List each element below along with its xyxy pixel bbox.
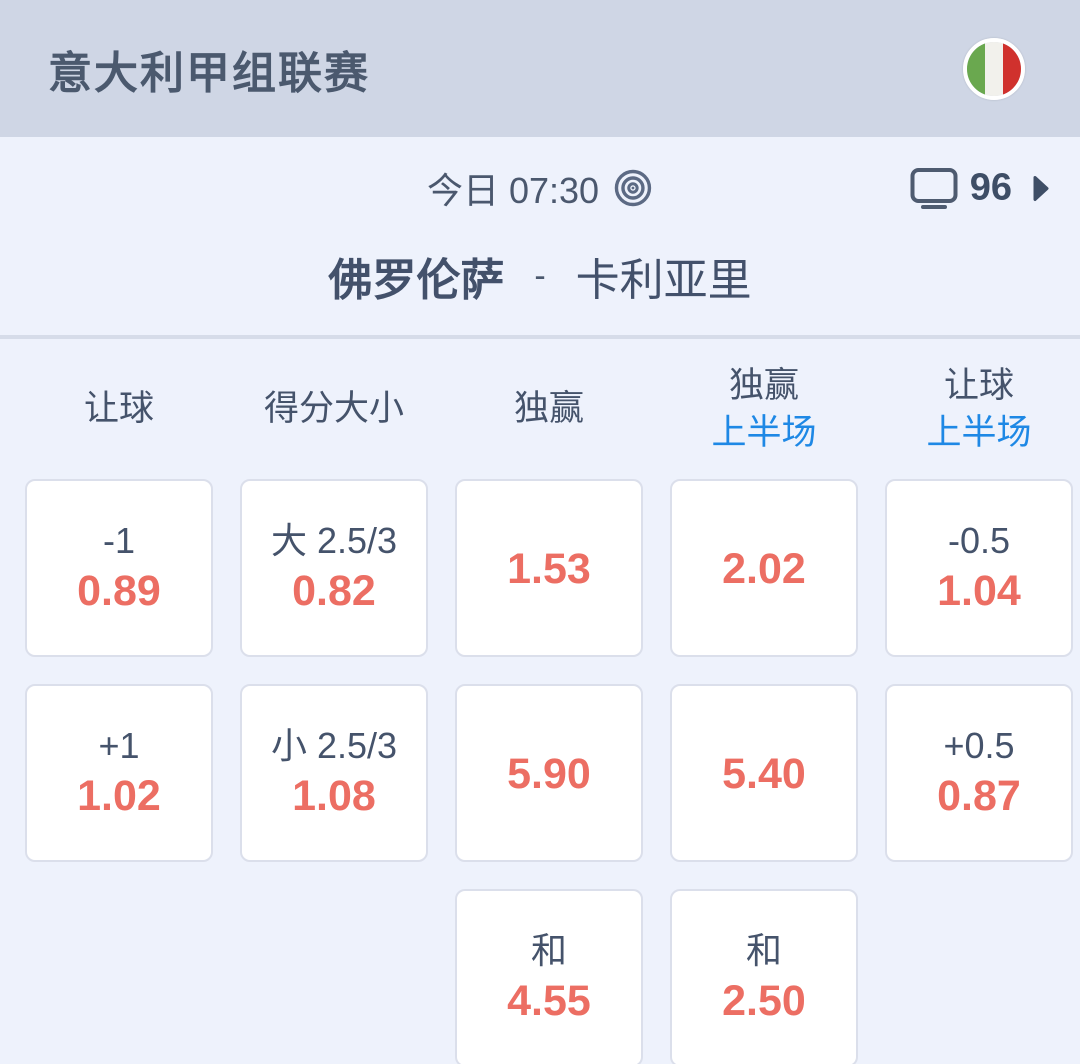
odds-line: -0.5: [947, 519, 1011, 561]
odds-line: 大 2.5/3: [270, 519, 398, 561]
league-title: 意大利甲组联赛: [48, 48, 370, 98]
odds-value: 5.40: [722, 750, 806, 799]
odds-value: 5.90: [507, 750, 591, 799]
markets-count: 96: [969, 166, 1012, 209]
odds-cell-draw-first-half[interactable]: 和 2.50: [670, 889, 858, 1064]
odds-cell-draw[interactable]: 和 4.55: [455, 889, 643, 1064]
column-header-moneyline-first-half: 独赢 上半场: [670, 357, 858, 461]
odds-grid: -1 0.89 大 2.5/3 0.82 1.53 2.02 -0.5 1.04…: [25, 479, 1073, 1064]
odds-value: 0.89: [77, 566, 161, 615]
away-team-name: 卡利亚里: [575, 256, 752, 305]
odds-cell-under[interactable]: 小 2.5/3 1.08: [240, 684, 428, 862]
odds-cell-handicap-away-first-half[interactable]: +0.5 0.87: [885, 684, 1073, 862]
odds-value: 1.02: [77, 771, 161, 820]
matchup-row: 佛罗伦萨 - 卡利亚里: [0, 239, 1080, 313]
column-header-handicap: 让球: [25, 357, 213, 461]
odds-cell-away-win-first-half[interactable]: 5.40: [670, 684, 858, 862]
flag-stripe-white: [985, 41, 1003, 96]
match-time: 今日 07:30: [426, 170, 600, 211]
column-sublabel: 上半场: [926, 413, 1032, 452]
column-label: 独赢: [728, 365, 799, 405]
odds-value: 2.50: [722, 976, 806, 1025]
odds-line: +1: [98, 724, 140, 766]
odds-value: 2.02: [722, 545, 806, 594]
odds-line: 小 2.5/3: [270, 724, 398, 766]
section-divider: [0, 335, 1080, 339]
markets-count-button[interactable]: 96: [910, 167, 1050, 210]
odds-column-headers: 让球 得分大小 独赢 独赢 上半场 让球 上半场: [25, 357, 1055, 461]
odds-line: +0.5: [943, 724, 1015, 766]
column-label: 让球: [83, 389, 154, 429]
column-header-handicap-first-half: 让球 上半场: [885, 357, 1073, 461]
flag-stripe-red: [1002, 41, 1021, 96]
tv-icon: [910, 167, 958, 209]
odds-value: 1.08: [292, 771, 376, 820]
odds-line: 和: [530, 929, 567, 971]
odds-cell-handicap-home[interactable]: -1 0.89: [25, 479, 213, 657]
odds-value: 0.82: [292, 566, 376, 615]
odds-line: 和: [745, 929, 782, 971]
bullseye-icon[interactable]: [613, 168, 653, 208]
odds-line: -1: [102, 519, 135, 561]
column-label: 让球: [943, 365, 1014, 405]
match-time-row: 今日 07:30 96: [0, 137, 1080, 239]
column-header-moneyline: 独赢: [455, 357, 643, 461]
chevron-right-icon: [1033, 175, 1049, 201]
odds-cell-over[interactable]: 大 2.5/3 0.82: [240, 479, 428, 657]
team-separator: -: [534, 256, 546, 295]
column-header-over-under: 得分大小: [240, 357, 428, 461]
column-label: 独赢: [513, 389, 584, 429]
league-header: 意大利甲组联赛: [0, 0, 1080, 137]
italy-flag-icon: [963, 37, 1025, 100]
odds-cell-home-win[interactable]: 1.53: [455, 479, 643, 657]
column-sublabel: 上半场: [711, 413, 817, 452]
odds-value: 1.53: [507, 545, 591, 594]
odds-value: 4.55: [507, 976, 591, 1025]
odds-cell-handicap-home-first-half[interactable]: -0.5 1.04: [885, 479, 1073, 657]
odds-cell-home-win-first-half[interactable]: 2.02: [670, 479, 858, 657]
home-team-name: 佛罗伦萨: [328, 256, 505, 305]
odds-value: 1.04: [937, 566, 1021, 615]
flag-stripe-green: [967, 41, 986, 96]
odds-section: 让球 得分大小 独赢 独赢 上半场 让球 上半场 -1 0.89 大 2.5/3…: [0, 357, 1080, 1064]
odds-cell-handicap-away[interactable]: +1 1.02: [25, 684, 213, 862]
odds-value: 0.87: [937, 771, 1021, 820]
column-label: 得分大小: [263, 389, 404, 429]
odds-cell-away-win[interactable]: 5.90: [455, 684, 643, 862]
match-time-group: 今日 07:30: [427, 162, 653, 214]
